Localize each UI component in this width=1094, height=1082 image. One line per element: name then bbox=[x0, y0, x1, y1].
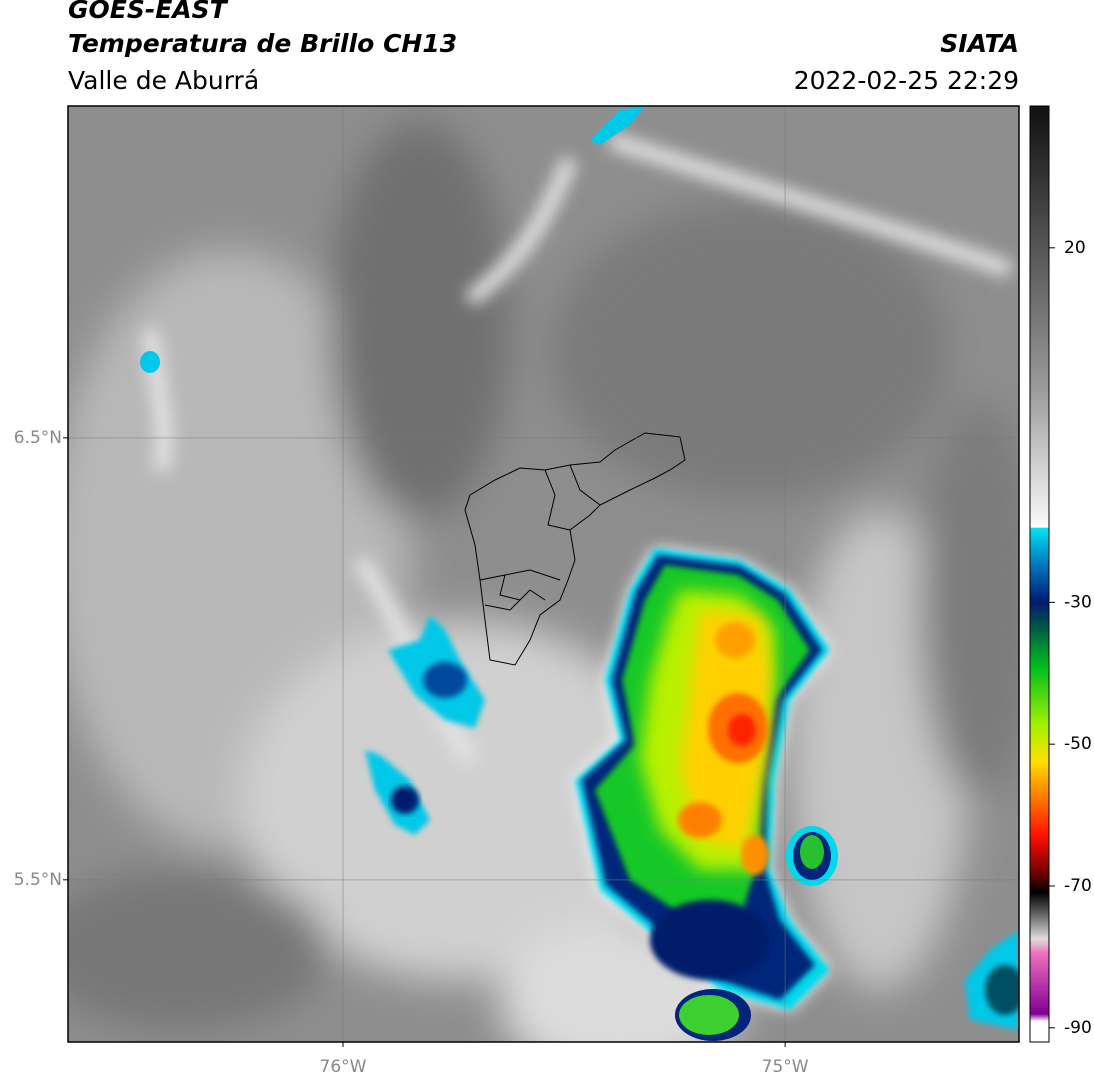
colorbar bbox=[1029, 105, 1050, 1043]
colorbar-tick-label: -70 bbox=[1064, 876, 1092, 896]
product: Temperatura de Brillo CH13 bbox=[68, 29, 457, 58]
region: Valle de Aburrá bbox=[68, 66, 259, 95]
source: SIATA bbox=[940, 29, 1019, 58]
title: GOES-EAST bbox=[68, 0, 229, 24]
colorbar-tick-label: -90 bbox=[1064, 1018, 1092, 1038]
valley-boundaries bbox=[464, 432, 686, 666]
x-tick-label: 75°W bbox=[762, 1057, 809, 1077]
map-frame bbox=[67, 105, 1020, 1043]
cloud-tops bbox=[140, 106, 1019, 1041]
colorbar-tick-label: 20 bbox=[1064, 238, 1086, 258]
graticule bbox=[68, 106, 1019, 1042]
x-tick-label: 76°W bbox=[320, 1057, 367, 1077]
colorbar-tick-label: -50 bbox=[1064, 734, 1092, 754]
datetime: 2022-02-25 22:29 bbox=[794, 66, 1019, 95]
colorbar-tick-label: -30 bbox=[1064, 592, 1092, 612]
y-tick-label: 6.5°N bbox=[14, 428, 62, 448]
satellite-image bbox=[68, 106, 1019, 1042]
y-tick-label: 5.5°N bbox=[14, 870, 62, 890]
